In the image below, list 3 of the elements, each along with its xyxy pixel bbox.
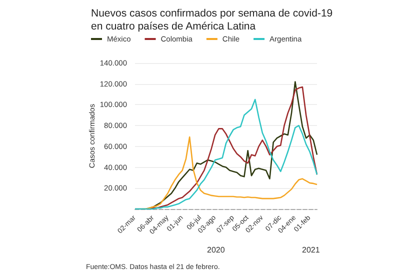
text: 2020 [207, 246, 226, 254]
text: 2021 [302, 246, 320, 254]
chart-title: Nuevos casos confirmados por semana de covid-19 en cuatro países de América Latina [91, 8, 333, 32]
